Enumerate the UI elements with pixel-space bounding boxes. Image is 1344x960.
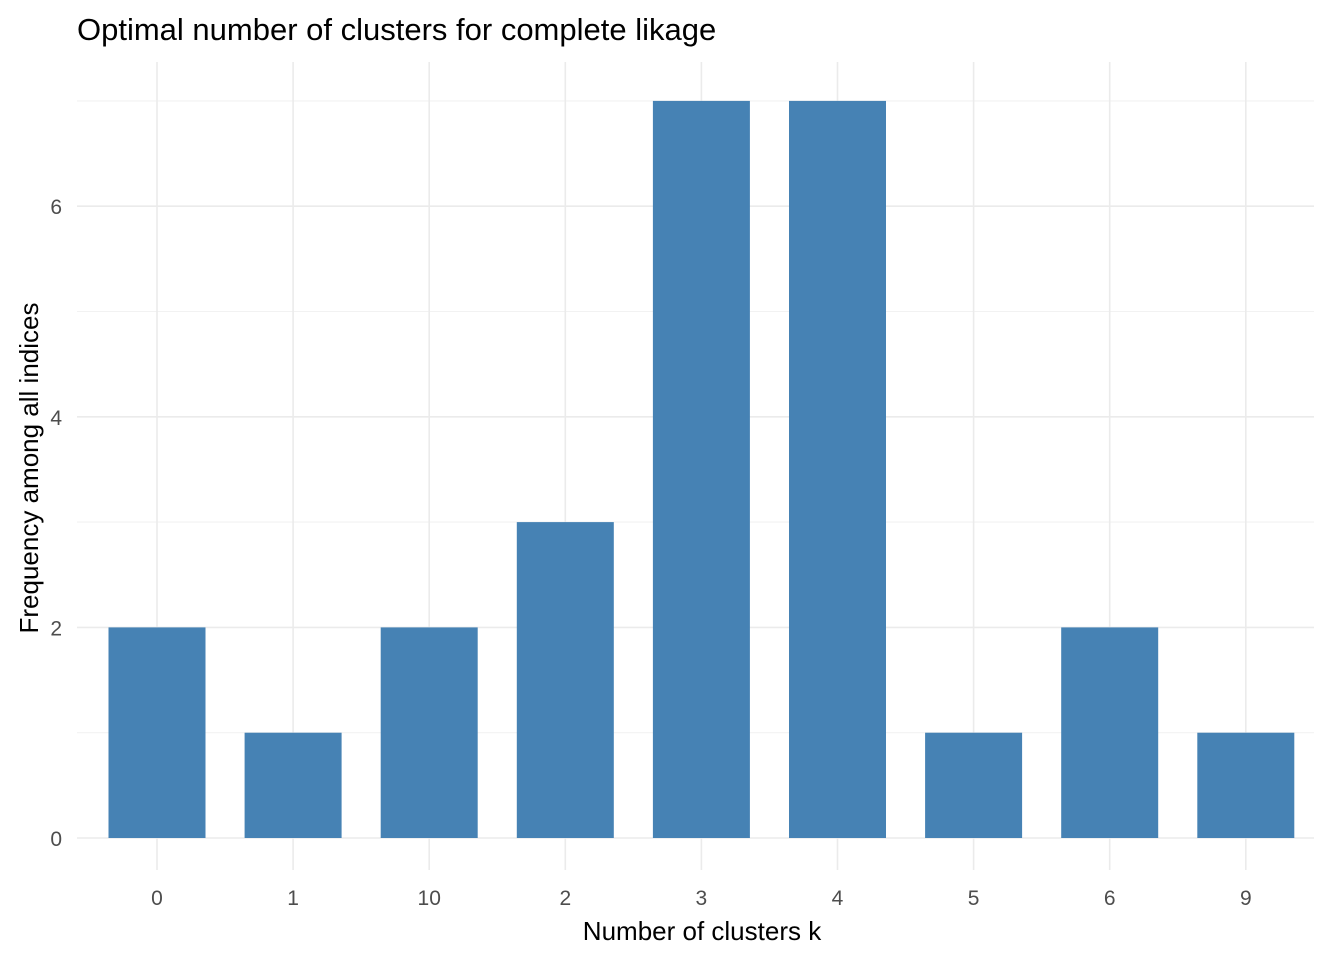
- bar-5: [925, 732, 1023, 838]
- x-tick-label: 2: [559, 887, 571, 910]
- x-tick-label: 6: [1104, 887, 1116, 910]
- y-axis-title: Frequency among all indices: [14, 303, 44, 634]
- bar-4: [789, 100, 886, 838]
- bar-6: [1061, 627, 1159, 838]
- y-tick-label: 2: [50, 617, 62, 640]
- bar-9: [1197, 732, 1295, 838]
- chart-title: Optimal number of clusters for complete …: [77, 12, 716, 47]
- x-axis-title: Number of clusters k: [583, 916, 822, 946]
- x-tick-label: 9: [1240, 887, 1252, 910]
- x-tick-label: 1: [287, 887, 299, 910]
- bar-2: [516, 522, 614, 838]
- y-tick-label: 0: [50, 828, 62, 851]
- bar-0: [108, 627, 206, 838]
- bar-1: [244, 732, 342, 838]
- x-tick-label: 3: [696, 887, 708, 910]
- bar-10: [380, 627, 478, 838]
- x-tick-label: 4: [832, 887, 844, 910]
- y-tick-label: 6: [50, 196, 62, 219]
- x-axis-ticks: 0 1 10 2 3 4 5 6 9: [151, 887, 1251, 910]
- bar-3: [652, 100, 750, 838]
- x-tick-label: 5: [968, 887, 980, 910]
- y-axis-ticks: 0 2 4 6: [50, 196, 62, 851]
- y-tick-label: 4: [50, 407, 62, 430]
- x-tick-label: 10: [418, 887, 441, 910]
- bars: [108, 100, 1295, 838]
- x-tick-label: 0: [151, 887, 163, 910]
